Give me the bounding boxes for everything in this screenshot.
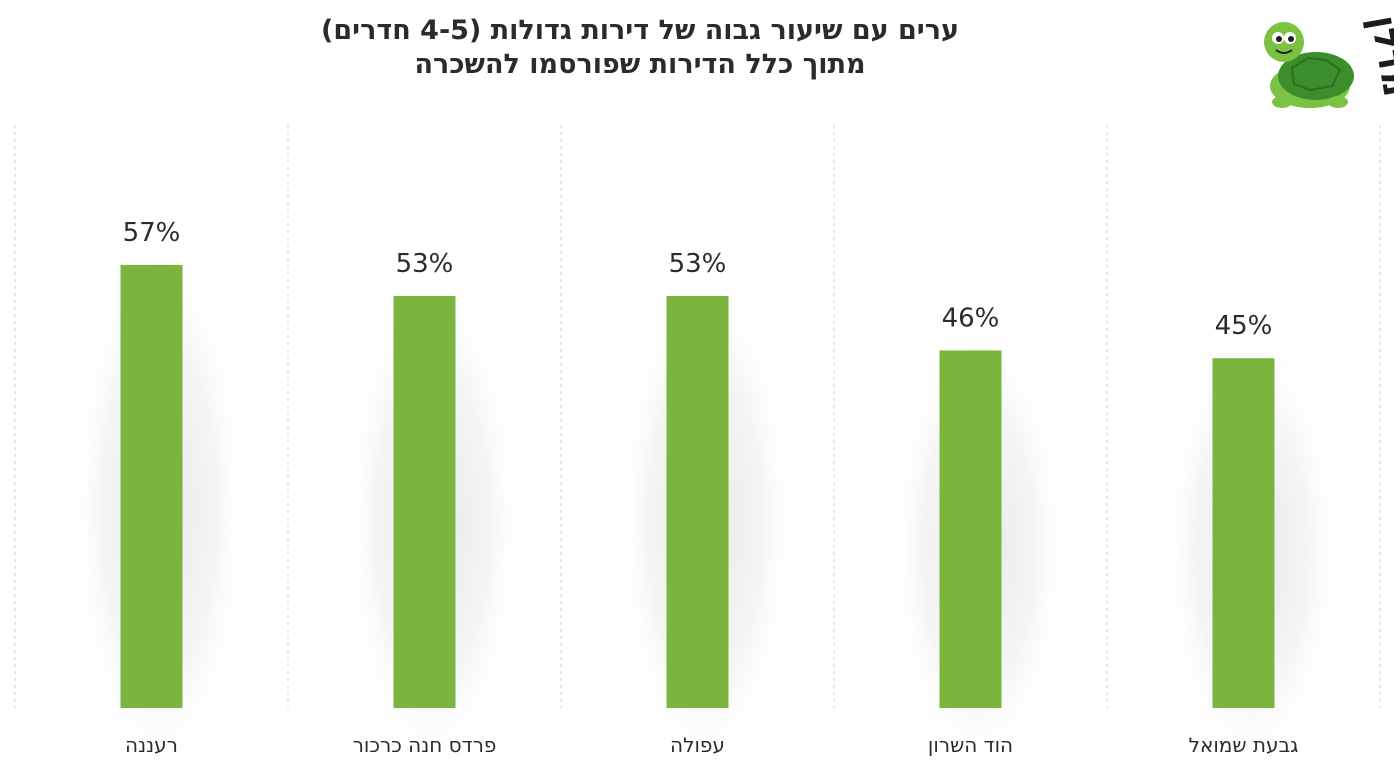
chart-title-line-2: מתוך כלל הדירות שפורסמו להשכרה [414,49,866,80]
chart-title-line-1: ערים עם שיעור גבוה של דירות גדולות (4-5 … [321,15,959,46]
bar [666,296,729,708]
category-label: הוד השרון [928,733,1013,757]
category-label: פרדס חנה כרכור [353,733,497,757]
data-label: 45% [1215,311,1273,341]
turtle-mascot-icon: מדלן [1264,12,1394,108]
data-label: 57% [123,218,181,248]
bar [1212,358,1275,708]
bar [120,264,183,708]
data-label: 53% [396,249,454,279]
data-label: 46% [942,303,1000,333]
category-label: רעננה [125,733,178,757]
bar [939,350,1002,708]
category-label: עפולה [670,733,725,757]
bar [393,296,456,708]
data-label: 53% [669,249,727,279]
chart-title: ערים עם שיעור גבוה של דירות גדולות (4-5 … [180,14,1100,82]
category-label: גבעת שמואל [1189,733,1299,757]
